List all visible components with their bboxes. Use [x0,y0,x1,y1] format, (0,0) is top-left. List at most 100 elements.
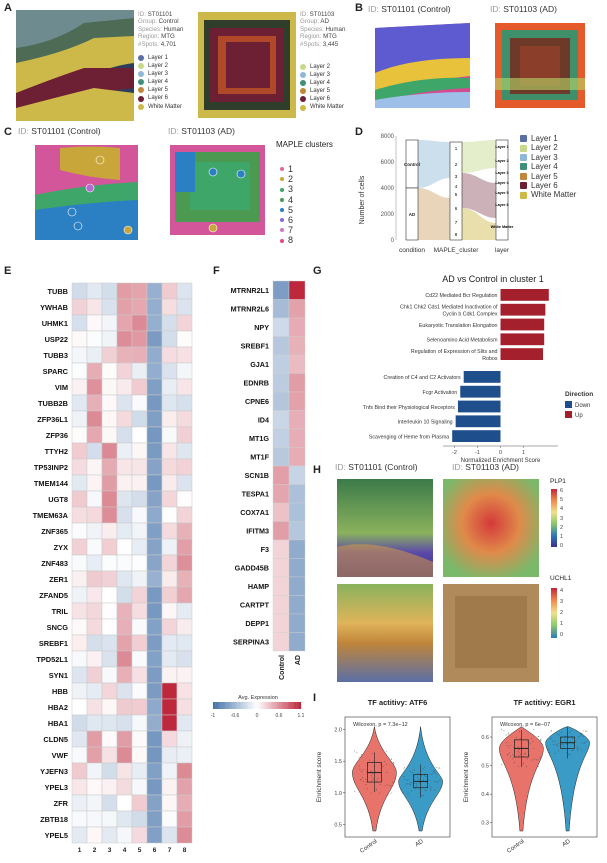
violin-stat: Wilcoxon, p = 6e−07 [500,722,550,728]
colorbar-step [294,702,297,709]
violin-point [413,769,415,771]
heatmap-e-gene-label: ZYX [54,543,68,552]
heatmap-e-cell [71,538,88,556]
heatmap-e-cell [86,714,103,732]
heatmap-e-gene-label: YJEFN3 [40,767,68,776]
heatmap-e-cell [146,826,163,844]
violin-title: TF actitivy: EGR1 [513,698,575,707]
heatmap-e-cell [161,442,178,460]
heatmap-e-cell [86,730,103,748]
heatmap-e-cell [116,378,133,396]
colorbar-step [254,702,258,709]
heatmap-e-col-label: 1 [78,847,82,854]
heatmap-e-cell [146,522,163,540]
heatmap-e-cell [146,634,163,652]
heatmap-e-cell [101,778,118,796]
heatmap-f-cell [288,299,306,319]
heatmap-e-cell [86,826,103,844]
heatmap-e-cell [86,650,103,668]
violin-point [368,759,370,761]
heatmap-e-cell [131,458,148,476]
enrichment-bar-label: Fcgr Activation [423,390,458,396]
heatmap-e-gene-label: TUBB3 [43,351,68,360]
heatmap-e-cell [131,522,148,540]
heatmap-e-col-label: 7 [168,847,172,854]
heatmap-e-cell [161,602,178,620]
violin-point [556,744,558,746]
violin-point [568,754,570,756]
heatmap-f-cell [272,576,290,596]
violin-point [513,756,515,758]
heatmap-e-cell [101,618,118,636]
heatmap-e-cell [101,474,118,492]
heatmap-e-cell [86,682,103,700]
heatmap-e-cell [146,282,163,300]
heatmap-e-cell [116,506,133,524]
colorbar-step [241,702,244,709]
violin-point [431,787,433,789]
violin-point [551,740,553,742]
heatmap-e-cell [71,458,88,476]
violin-point [585,730,587,732]
heatmap-e-cell [131,746,148,764]
heatmap-e-cell [161,794,178,812]
violin-point [439,779,441,781]
heatmap-e-gene-label: ZFP36 [46,431,68,440]
heatmap-e-cell [71,314,88,332]
violin-point [563,744,565,746]
violin-point [374,770,376,772]
violin-point [359,779,361,781]
violin-point [438,767,440,769]
violin-point [564,738,566,740]
heatmap-e-cell [131,314,148,332]
heatmap-e-cell [86,570,103,588]
panel-label-e: E [4,265,12,277]
alluvial-layer-label: Layer 5 [495,191,508,195]
heatmap-f-cell [272,410,290,430]
heatmap-e-cell [101,826,118,844]
violin-point [550,737,552,739]
heatmap-e-cell [131,794,148,812]
heatmap-e-gene-label: SYN1 [49,671,68,680]
alluvial-ytick: 8000 [381,134,395,140]
violin-point [414,788,416,790]
sample-info-st01103: ID: ST01103 Group: AD Species: Human Reg… [300,11,346,48]
heatmap-e-cell [161,282,178,300]
title-h-ad: ID: ST01103 (AD) [452,462,519,472]
heatmap-e-cell [86,394,103,412]
heatmap-e-cell [131,410,148,428]
heatmap-e-cell [161,298,178,316]
violin-point [509,745,511,747]
violin-point [423,774,425,776]
panel-label-g: G [313,265,322,277]
heatmap-f-cell [288,502,306,522]
heatmap-e-cell [101,794,118,812]
heatmap-e-cell [71,490,88,508]
heatmap-e-gene-label: ZFAND5 [39,591,68,600]
heatmap-f-cell [272,521,290,541]
sample-info-st01101: ID: ST01101 Group: Control Species: Huma… [138,11,184,48]
heatmap-e-cell [71,714,88,732]
violin-point [586,741,588,743]
heatmap-e-cell [131,490,148,508]
violin-point [524,752,526,754]
colorbar-step [274,702,277,709]
heatmap-e-cell [101,458,118,476]
enrichment-bar [500,303,546,316]
violin-point [579,735,581,737]
violin-point [554,741,556,743]
title-c-control: ID: ST01101 (Control) [18,126,101,136]
violin-point [549,752,551,754]
title-h-control: ID: ST01101 (Control) [335,462,418,472]
heatmap-e-cell [86,810,103,828]
enrichment-bar-label: Cd22 Mediated Bcr Regulation [425,293,497,299]
violin-point [410,781,412,783]
violin-point [414,783,416,785]
heatmap-e-cell [161,730,178,748]
violin-point [386,784,388,786]
heatmap-e-cell [101,762,118,780]
colorbar-step [290,702,293,709]
violin-atf6: TF actitivy: ATF6 Wilcoxon, p = 7.3e−12 En… [316,698,451,855]
violin-point [525,765,527,767]
violin-shape [499,726,544,832]
